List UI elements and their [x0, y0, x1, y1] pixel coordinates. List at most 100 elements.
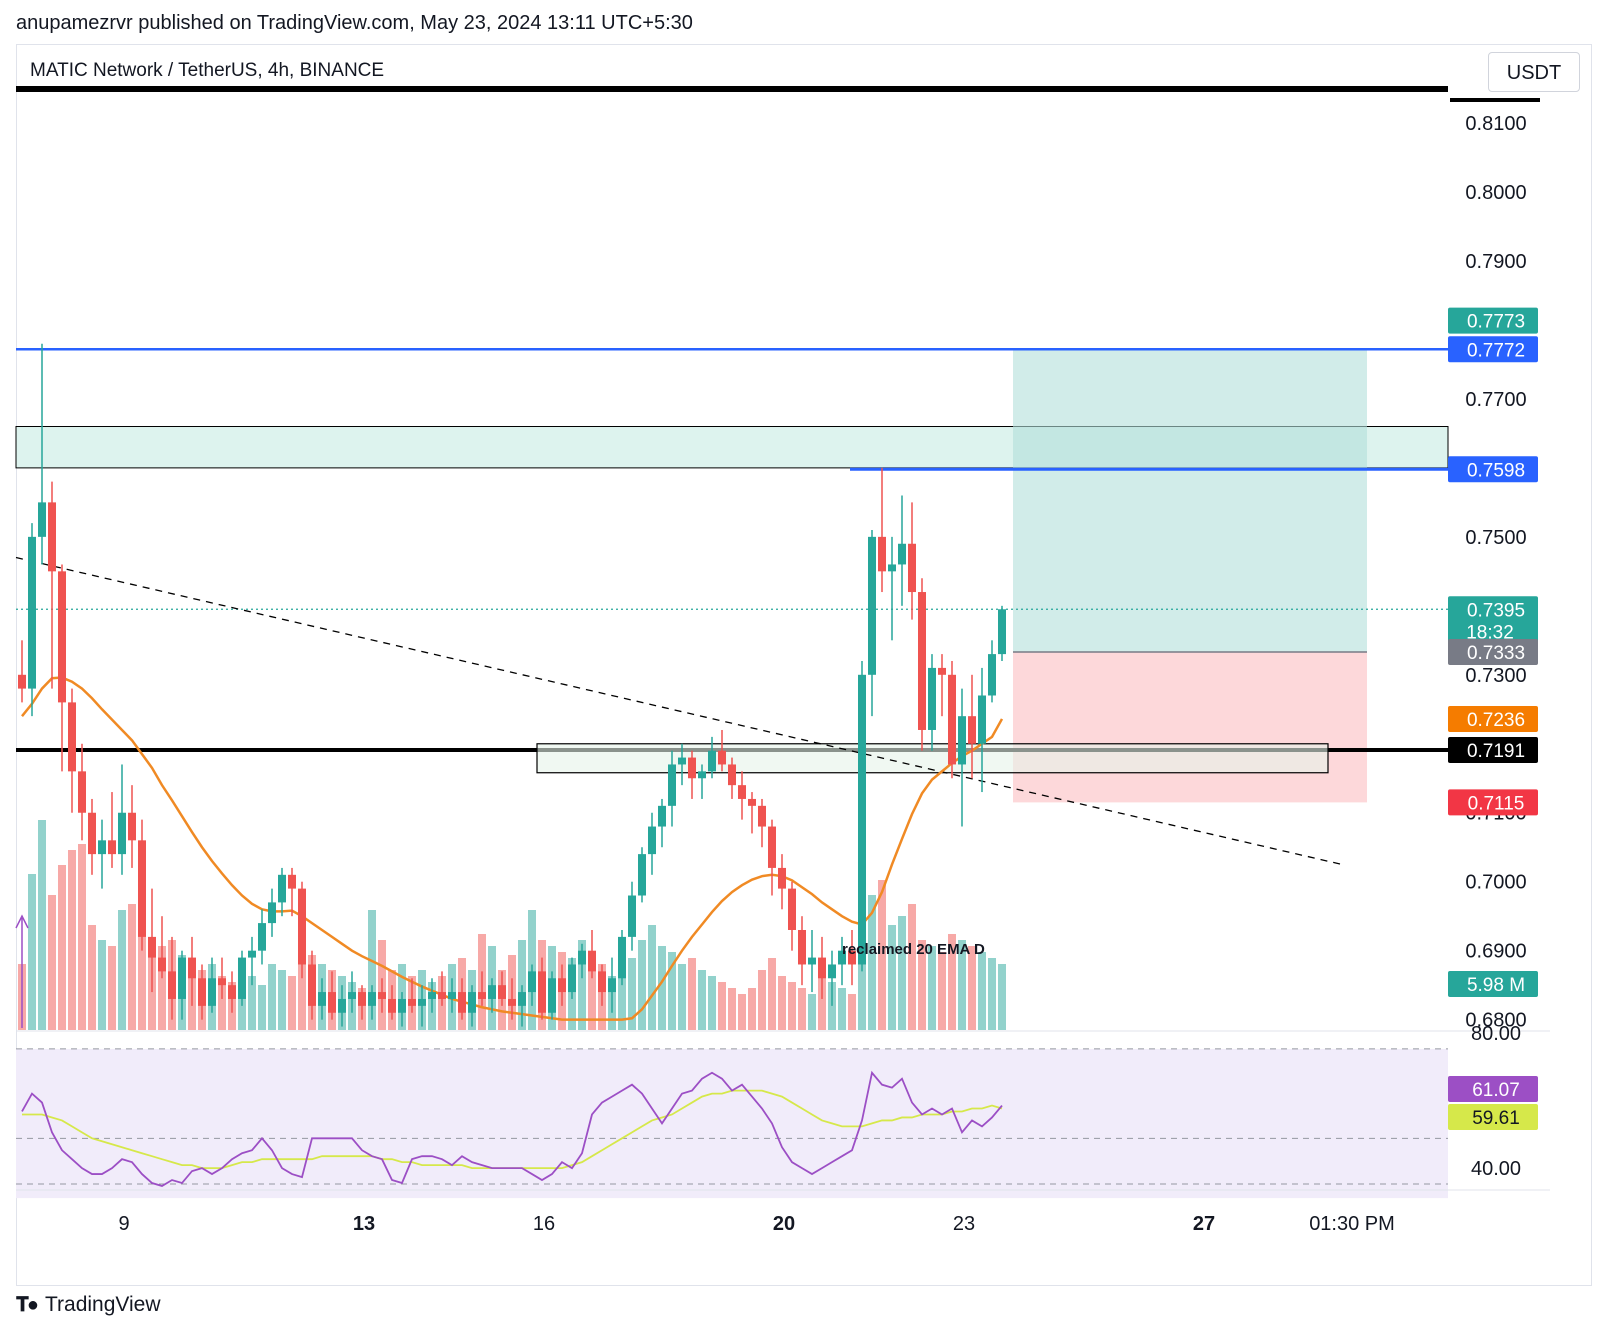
candle-body[interactable]	[638, 854, 646, 896]
candle-body[interactable]	[128, 812, 136, 841]
candle-body[interactable]	[258, 923, 266, 951]
candle-body[interactable]	[278, 874, 286, 903]
candle-body[interactable]	[828, 964, 836, 979]
candle-body[interactable]	[378, 992, 386, 999]
candle-body[interactable]	[918, 592, 926, 730]
candle-body[interactable]	[578, 950, 586, 965]
candle-body[interactable]	[508, 998, 516, 1006]
candle-body[interactable]	[968, 716, 976, 744]
candle-body[interactable]	[718, 750, 726, 765]
position-target-zone[interactable]	[1013, 349, 1367, 653]
candle-body[interactable]	[28, 536, 36, 689]
candle-body[interactable]	[858, 674, 866, 965]
candle-body[interactable]	[978, 695, 986, 744]
candle-body[interactable]	[688, 757, 696, 779]
candle-body[interactable]	[48, 502, 56, 572]
candle-body[interactable]	[568, 964, 576, 993]
position-stop-zone[interactable]	[1013, 652, 1367, 803]
candle-body[interactable]	[818, 957, 826, 979]
candle-body[interactable]	[328, 992, 336, 1013]
candle-body[interactable]	[38, 502, 46, 537]
candle-body[interactable]	[88, 812, 96, 855]
candle-body[interactable]	[888, 564, 896, 572]
candle-body[interactable]	[498, 985, 506, 999]
candle-body[interactable]	[238, 957, 246, 999]
candle-body[interactable]	[958, 716, 966, 765]
candle-body[interactable]	[768, 826, 776, 868]
candle-body[interactable]	[608, 978, 616, 993]
candle-body[interactable]	[838, 950, 846, 965]
candle-body[interactable]	[518, 992, 526, 1006]
candle-body[interactable]	[988, 654, 996, 696]
candle-body[interactable]	[288, 874, 296, 889]
candle-body[interactable]	[198, 978, 206, 1006]
candle-body[interactable]	[928, 667, 936, 730]
candle-body[interactable]	[748, 798, 756, 806]
candle-body[interactable]	[878, 536, 886, 572]
candle-body[interactable]	[118, 812, 126, 855]
candle-body[interactable]	[668, 764, 676, 806]
candle-body[interactable]	[298, 888, 306, 965]
candle-body[interactable]	[598, 971, 606, 993]
candle-body[interactable]	[468, 992, 476, 1013]
candle-body[interactable]	[168, 971, 176, 999]
candle-body[interactable]	[558, 978, 566, 993]
candle-body[interactable]	[148, 936, 156, 958]
candle-body[interactable]	[308, 964, 316, 1006]
candle-body[interactable]	[338, 998, 346, 1013]
candle-body[interactable]	[368, 992, 376, 1006]
candle-body[interactable]	[548, 978, 556, 1013]
candle-body[interactable]	[658, 805, 666, 827]
candle-body[interactable]	[848, 950, 856, 965]
candle-body[interactable]	[758, 805, 766, 827]
candle-body[interactable]	[218, 978, 226, 986]
candle-body[interactable]	[158, 957, 166, 972]
candle-body[interactable]	[18, 674, 26, 689]
candle-body[interactable]	[808, 957, 816, 965]
candle-body[interactable]	[268, 902, 276, 924]
candle-body[interactable]	[188, 957, 196, 979]
candle-body[interactable]	[138, 840, 146, 937]
candle-body[interactable]	[408, 998, 416, 1006]
candle-body[interactable]	[348, 992, 356, 999]
candle-body[interactable]	[648, 826, 656, 855]
candle-body[interactable]	[788, 888, 796, 930]
candle-body[interactable]	[698, 771, 706, 779]
candle-body[interactable]	[868, 536, 876, 675]
candle-body[interactable]	[418, 998, 426, 1006]
candle-body[interactable]	[358, 992, 366, 1006]
candle-body[interactable]	[908, 543, 916, 593]
candle-body[interactable]	[398, 998, 406, 1013]
candle-body[interactable]	[998, 609, 1006, 655]
candle-body[interactable]	[428, 992, 436, 999]
candle-body[interactable]	[778, 867, 786, 889]
candle-body[interactable]	[448, 992, 456, 999]
candle-body[interactable]	[78, 771, 86, 813]
candle-body[interactable]	[618, 936, 626, 979]
candle-body[interactable]	[228, 985, 236, 999]
candle-body[interactable]	[438, 992, 446, 999]
candle-body[interactable]	[318, 992, 326, 1006]
candle-body[interactable]	[98, 840, 106, 855]
candle-body[interactable]	[108, 840, 116, 855]
candle-body[interactable]	[178, 957, 186, 999]
candle-body[interactable]	[708, 750, 716, 772]
candle-body[interactable]	[478, 992, 486, 999]
candle-body[interactable]	[538, 971, 546, 1013]
candle-body[interactable]	[728, 764, 736, 786]
candle-body[interactable]	[628, 895, 636, 937]
candle-body[interactable]	[58, 571, 66, 703]
tradingview-branding[interactable]: 𝐓● TradingView	[16, 1290, 161, 1320]
candle-body[interactable]	[798, 929, 806, 965]
candle-body[interactable]	[898, 543, 906, 565]
candle-body[interactable]	[678, 757, 686, 765]
candle-body[interactable]	[208, 978, 216, 1006]
candle-body[interactable]	[388, 998, 396, 1013]
candle-body[interactable]	[68, 702, 76, 772]
candle-body[interactable]	[458, 992, 466, 1013]
candle-body[interactable]	[738, 785, 746, 799]
candle-body[interactable]	[588, 950, 596, 972]
candle-body[interactable]	[938, 667, 946, 675]
candle-body[interactable]	[488, 985, 496, 999]
